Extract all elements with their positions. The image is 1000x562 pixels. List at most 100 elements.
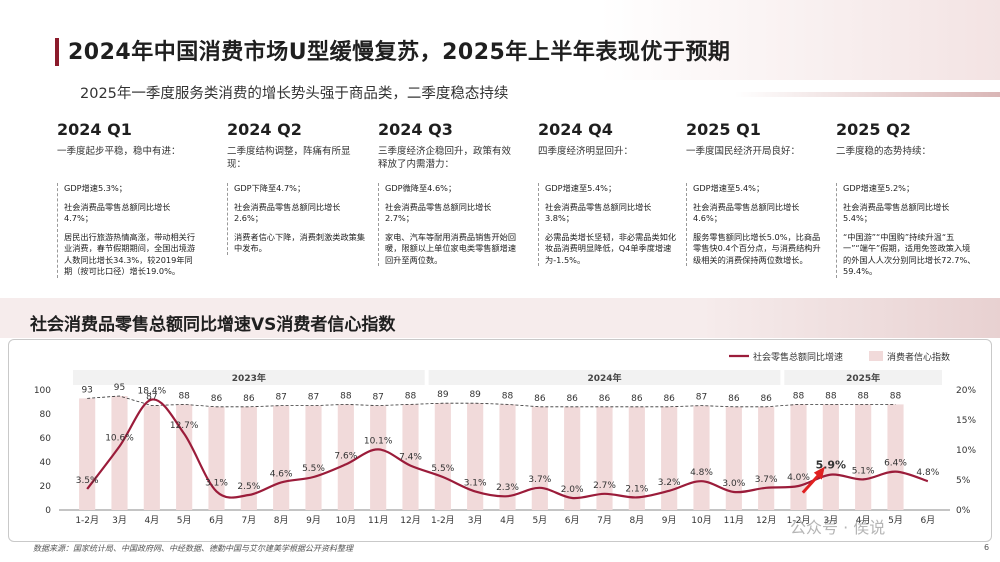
quarter-column: 2024 Q1 一季度起步平稳，稳中有进： GDP增速5.3%； 社会消费品零售总额同…: [57, 120, 197, 285]
retail-growth-label: 12.7%: [170, 421, 199, 431]
x-axis-tick: 10月: [691, 515, 711, 526]
confidence-bar: [337, 404, 354, 510]
quarter-point: 服务零售额同比增长5.0%，比商品零售快0.4个百分点，与消费结构升级相关的消费…: [693, 231, 821, 265]
quarter-point: 社会消费品零售总额同比增长5.4%；: [843, 201, 950, 224]
confidence-bar: [111, 396, 128, 510]
confidence-label: 88: [178, 391, 190, 401]
confidence-bar: [531, 406, 548, 510]
x-axis-tick: 5月: [532, 515, 547, 526]
x-axis-tick: 6月: [920, 515, 935, 526]
retail-growth-label: 2.5%: [237, 482, 260, 492]
confidence-bar: [434, 403, 451, 510]
retail-growth-label: 3.1%: [205, 478, 228, 488]
x-axis-tick: 12月: [756, 515, 776, 526]
right-axis-tick: 0%: [956, 506, 971, 516]
x-axis-tick: 6月: [209, 515, 224, 526]
retail-growth-label: 3.7%: [755, 475, 778, 485]
confidence-label: 87: [275, 393, 286, 403]
retail-growth-label: 2.7%: [593, 481, 616, 491]
confidence-bar: [596, 406, 613, 510]
right-axis-tick: 15%: [956, 416, 976, 426]
x-axis-tick: 1-2月: [787, 515, 811, 526]
quarter-point: GDP微降至4.6%；: [385, 183, 457, 193]
x-axis-tick: 3月: [468, 515, 483, 526]
confidence-label: 88: [793, 391, 805, 401]
confidence-label: 86: [243, 394, 255, 404]
confidence-label: 93: [81, 385, 92, 395]
confidence-label: 87: [308, 393, 319, 403]
watermark: 公众号 · 侯说: [790, 518, 886, 537]
right-axis-tick: 5%: [956, 476, 971, 486]
quarter-heading: 2024 Q2: [227, 120, 302, 139]
x-axis-tick: 10月: [336, 515, 356, 526]
quarter-point: 家电、汽车等耐用消费品销售开始回暖，限额以上单位家电类零售额增速回升至两位数。: [385, 231, 517, 265]
confidence-label: 87: [372, 393, 383, 403]
retail-growth-label: 5.5%: [302, 464, 325, 474]
x-axis-tick: 5月: [888, 515, 903, 526]
left-axis-tick: 100: [34, 386, 51, 396]
quarter-point: 社会消费品零售总额同比增长2.6%；: [234, 201, 341, 224]
confidence-bar: [725, 406, 742, 510]
quarter-heading: 2024 Q4: [538, 120, 613, 139]
year-label: 2023年: [232, 372, 266, 384]
confidence-bar: [370, 405, 387, 510]
retail-growth-label: 4.8%: [916, 468, 939, 478]
retail-growth-label: 2.0%: [561, 485, 584, 495]
confidence-label: 86: [566, 394, 578, 404]
x-axis-tick: 5月: [177, 515, 192, 526]
quarter-point: 必需品类增长坚韧，非必需品类如化妆品消费明显降低，Q4单季度增速为-1.5%。: [545, 231, 677, 265]
confidence-label: 88: [890, 391, 902, 401]
retail-growth-label: 2.1%: [625, 484, 648, 494]
retail-growth-label: 7.6%: [334, 451, 357, 461]
legend-bar-swatch: [869, 351, 883, 361]
x-axis-tick: 11月: [724, 515, 744, 526]
quarter-summary: 二季度结构调整，阵痛有所显现：: [227, 146, 351, 170]
confidence-bar: [693, 405, 710, 510]
confidence-label: 89: [437, 390, 449, 400]
year-band: [784, 370, 942, 385]
left-axis-tick: 80: [40, 410, 52, 420]
confidence-label: 87: [696, 393, 707, 403]
x-axis-tick: 8月: [274, 515, 289, 526]
x-axis-tick: 9月: [662, 515, 677, 526]
confidence-label: 88: [825, 391, 837, 401]
x-axis-tick: 6月: [565, 515, 580, 526]
left-axis-tick: 60: [40, 434, 52, 444]
x-axis-tick: 4月: [144, 515, 159, 526]
subtitle-divider: [735, 92, 1000, 97]
quarter-point: GDP增速5.3%；: [64, 183, 127, 193]
retail-growth-label: 3.0%: [722, 479, 745, 489]
quarter-column: 2024 Q4 四季度经济明显回升： GDP增速至5.4%； 社会消费品零售总额同比增…: [538, 120, 678, 273]
left-axis-tick: 40: [40, 458, 52, 468]
x-axis-tick: 1-2月: [75, 515, 99, 526]
retail-growth-label: 5.1%: [852, 466, 875, 476]
quarter-points: GDP增速至5.2%； 社会消费品零售总额同比增长5.4%； “中国游”“中国购”持…: [836, 183, 976, 278]
quarter-point: 社会消费品零售总额同比增长2.7%；: [385, 201, 492, 224]
quarter-column: 2025 Q1 一季度国民经济开局良好： GDP增速至5.4%； 社会消费品零售总额同…: [686, 120, 826, 273]
confidence-bar: [661, 406, 678, 510]
confidence-bar: [628, 406, 645, 510]
quarter-point: GDP增速至5.2%；: [843, 183, 915, 193]
combo-chart: 2023年 2024年 2025年 0 20 40 60 80 100 0% 5% 10% 15% 20%…: [34, 351, 976, 526]
title-bar: [0, 0, 1000, 80]
x-axis-tick: 7月: [597, 515, 612, 526]
x-axis-tick: 7月: [241, 515, 256, 526]
retail-growth-label: 3.5%: [76, 476, 99, 486]
quarter-summary: 一季度国民经济开局良好：: [686, 146, 801, 157]
title-accent: [55, 38, 59, 66]
confidence-bar: [143, 405, 160, 510]
confidence-label: 95: [114, 383, 125, 393]
x-axis-tick: 4月: [500, 515, 515, 526]
page-subtitle: 2025年一季度服务类消费的增长势头强于商品类，二季度稳态持续: [80, 86, 509, 102]
confidence-label: 89: [469, 390, 481, 400]
quarter-summary: 二季度稳的态势持续：: [836, 146, 932, 157]
page-number: 6: [984, 543, 990, 552]
retail-growth-line: [86, 398, 929, 500]
right-axis-tick: 10%: [956, 446, 976, 456]
year-band: [428, 370, 781, 385]
quarter-point: 社会消费品零售总额同比增长4.6%；: [693, 201, 800, 224]
x-axis-tick: 1-2月: [431, 515, 455, 526]
retail-growth-label: 10.6%: [105, 433, 134, 443]
quarter-points: GDP下降至4.7%； 社会消费品零售总额同比增长2.6%； 消费者信心下降，消费刺…: [227, 183, 367, 255]
left-axis-tick: 20: [40, 482, 52, 492]
